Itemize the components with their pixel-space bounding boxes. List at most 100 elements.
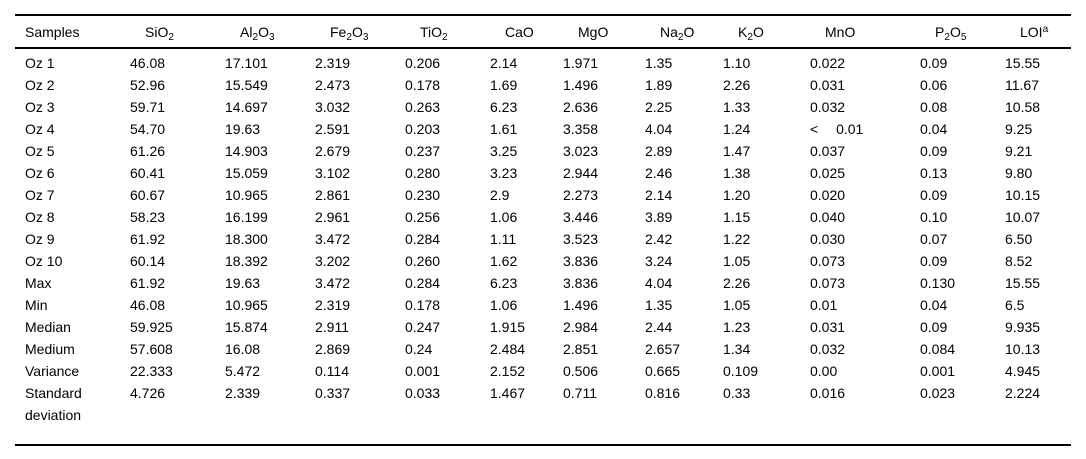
table-row: Oz 9 61.92 18.300 3.472 0.284 1.11 3.523 2.42 1.… (15, 228, 1071, 250)
value-cell: 16.08 (225, 341, 261, 357)
value-cell: 0.237 (405, 143, 441, 159)
value-cell: 3.89 (645, 209, 673, 225)
value-cell: 4.726 (130, 385, 166, 401)
column-header-sio2: SiO2 (145, 23, 174, 44)
value-cell: 19.63 (225, 121, 261, 137)
value-cell: 1.467 (490, 385, 526, 401)
value-cell: 22.333 (130, 363, 173, 379)
value-cell: 2.869 (315, 341, 351, 357)
column-header-cao: CaO (505, 23, 534, 40)
value-cell: 2.14 (645, 187, 673, 203)
value-cell: 2.473 (315, 77, 351, 93)
value-cell: 2.26 (723, 275, 751, 291)
value-cell: 0.031 (810, 319, 846, 335)
column-header-mgo: MgO (578, 23, 609, 40)
table-row: Oz 7 60.67 10.965 2.861 0.230 2.9 2.273 2.14 1.2… (15, 184, 1071, 206)
value-cell: 18.300 (225, 231, 268, 247)
value-cell: 11.67 (1005, 77, 1039, 93)
header-row: Samples SiO2 Al2O3 Fe2O3 TiO2 CaO MgO Na… (15, 15, 1071, 48)
value-cell: 3.836 (563, 275, 599, 291)
value-cell: 15.874 (225, 319, 268, 335)
value-cell: 15.55 (1005, 275, 1041, 291)
value-cell: 3.23 (490, 165, 518, 181)
value-cell: 0.10 (920, 209, 948, 225)
value-cell: 2.911 (315, 319, 349, 335)
value-cell: 14.903 (225, 143, 268, 159)
value-cell: 0.001 (405, 363, 441, 379)
value-cell: 59.925 (130, 319, 173, 335)
value-cell: 0.109 (723, 363, 759, 379)
row-label: Oz 1 (25, 55, 55, 71)
value-cell: 0.08 (920, 99, 948, 115)
row-label: Oz 3 (25, 99, 55, 115)
value-cell: 0.337 (315, 385, 351, 401)
row-label: Median (25, 319, 71, 335)
table-header: Samples SiO2 Al2O3 Fe2O3 TiO2 CaO MgO Na… (15, 15, 1071, 48)
value-cell: 0.260 (405, 253, 441, 269)
value-cell: 1.69 (490, 77, 518, 93)
value-cell: 17.101 (225, 55, 268, 71)
row-label: Oz 9 (25, 231, 55, 247)
value-cell: 0.032 (810, 341, 846, 357)
table-row: Standard deviation 4.726 2.339 0.337 0.033 1.… (15, 382, 1071, 445)
value-cell: 0.09 (920, 253, 948, 269)
value-cell: 1.35 (645, 55, 673, 71)
value-cell: 4.945 (1005, 363, 1041, 379)
value-cell: 0.256 (405, 209, 441, 225)
value-cell: 0.04 (920, 297, 948, 313)
value-cell: 1.24 (723, 121, 751, 137)
value-cell: 1.15 (723, 209, 751, 225)
value-cell: 2.851 (563, 341, 599, 357)
value-cell: 0.073 (810, 275, 846, 291)
value-cell: 1.35 (645, 297, 673, 313)
value-cell: 0.09 (920, 143, 948, 159)
column-header-al2o3: Al2O3 (240, 23, 275, 44)
row-label: Variance (25, 363, 80, 379)
value-cell: 0.114 (315, 363, 349, 379)
value-cell: 1.33 (723, 99, 751, 115)
column-header-samples: Samples (25, 23, 80, 40)
value-cell: 0.816 (645, 385, 681, 401)
table-row: Medium 57.608 16.08 2.869 0.24 2.484 2.851 2.65… (15, 338, 1071, 360)
value-cell: 3.836 (563, 253, 599, 269)
table-row: Min 46.08 10.965 2.319 0.178 1.06 1.496 1.35 1.0… (15, 294, 1071, 316)
value-cell: 0.016 (810, 385, 846, 401)
value-cell: 2.679 (315, 143, 351, 159)
table-row: Variance 22.333 5.472 0.114 0.001 2.152 0.506 0… (15, 360, 1071, 382)
value-cell: 61.92 (130, 231, 166, 247)
value-cell: 1.62 (490, 253, 518, 269)
value-cell: 0.025 (810, 165, 846, 181)
row-label: Min (25, 297, 48, 313)
value-cell: 3.102 (315, 165, 351, 181)
value-cell: 0.04 (920, 121, 948, 137)
value-cell: 3.25 (490, 143, 518, 159)
value-cell: 2.319 (315, 55, 351, 71)
value-cell: 46.08 (130, 55, 166, 71)
value-cell: 3.202 (315, 253, 351, 269)
value-cell: 9.80 (1005, 165, 1033, 181)
column-header-p2o5: P2O5 (935, 23, 967, 44)
value-cell: < 0.01 (810, 121, 864, 137)
value-cell: 0.24 (405, 341, 433, 357)
value-cell: 1.496 (563, 297, 599, 313)
value-cell: 0.030 (810, 231, 846, 247)
value-cell: 3.032 (315, 99, 351, 115)
value-cell: 2.319 (315, 297, 351, 313)
table-row: Oz 8 58.23 16.199 2.961 0.256 1.06 3.446 3.89 1.… (15, 206, 1071, 228)
value-cell: 3.523 (563, 231, 599, 247)
value-cell: 10.07 (1005, 209, 1041, 225)
value-cell: 0.033 (405, 385, 441, 401)
value-cell: 0.247 (405, 319, 441, 335)
value-cell: 4.04 (645, 275, 673, 291)
column-header-loi: LOIa (1020, 23, 1049, 40)
value-cell: 1.20 (723, 187, 751, 203)
table-body: Oz 1 46.08 17.101 2.319 0.206 2.14 1.971 1.35 1.… (15, 48, 1071, 445)
value-cell: 3.472 (315, 231, 351, 247)
value-cell: 15.059 (225, 165, 268, 181)
oxide-composition-table: Samples SiO2 Al2O3 Fe2O3 TiO2 CaO MgO Na… (15, 14, 1071, 446)
value-cell: 0.178 (405, 77, 441, 93)
value-cell: 1.61 (490, 121, 518, 137)
value-cell: 2.89 (645, 143, 673, 159)
column-header-mno: MnO (825, 23, 856, 40)
value-cell: 3.358 (563, 121, 599, 137)
